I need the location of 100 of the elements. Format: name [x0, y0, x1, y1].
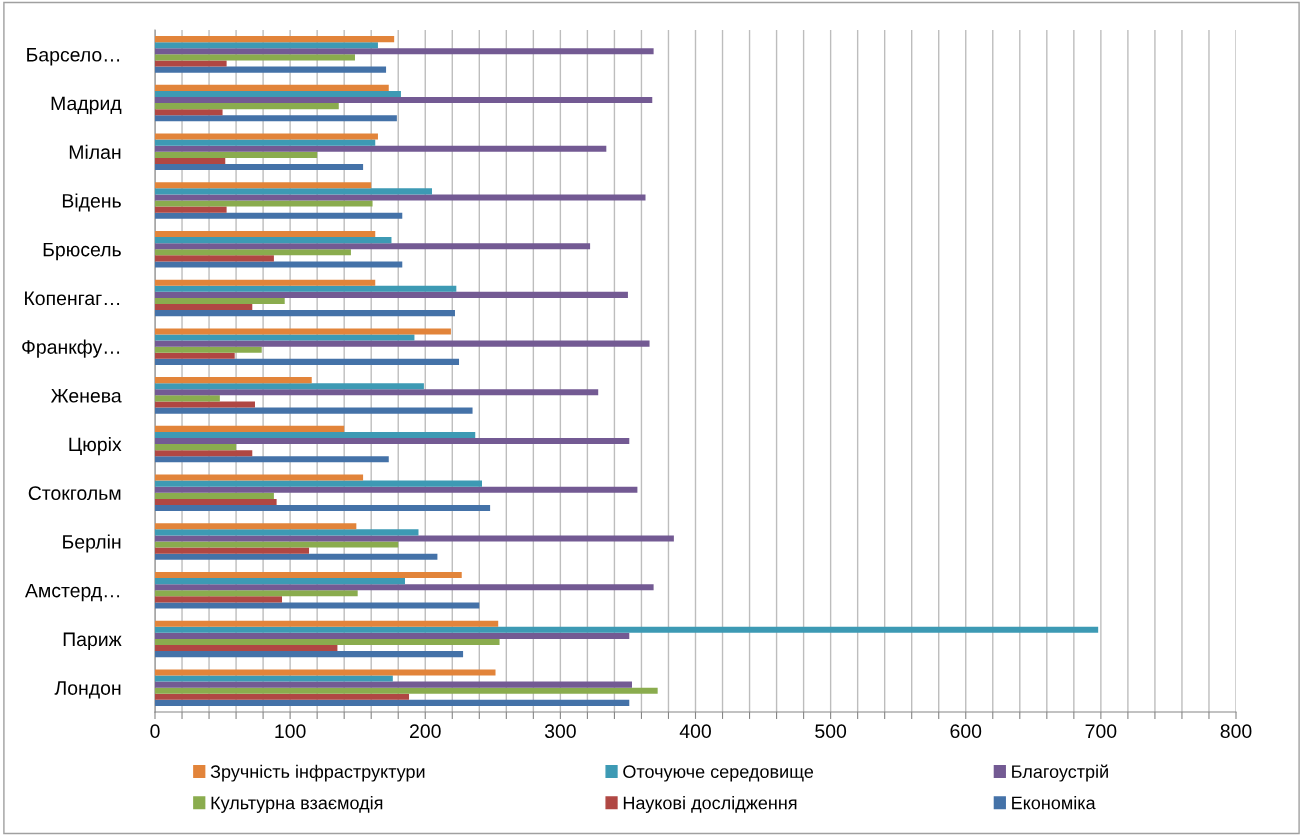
legend-label: Оточуюче середовище: [623, 765, 814, 782]
legend-label: Економіка: [1012, 796, 1096, 810]
bar: [155, 578, 405, 585]
y-tick-label: Брюсель: [43, 242, 121, 261]
bar: [155, 90, 401, 97]
bar: [155, 182, 372, 189]
bar: [155, 261, 403, 268]
legend-label: Культурна взаємодія: [211, 796, 383, 813]
bar: [155, 474, 364, 481]
legend-label: Благоустрій: [1012, 764, 1108, 782]
bar: [155, 596, 283, 603]
bar: [155, 480, 482, 487]
bar: [155, 535, 674, 542]
bar: [155, 115, 397, 122]
bar: [155, 590, 358, 597]
bar: [155, 157, 226, 164]
bar: [155, 328, 451, 335]
bar: [155, 529, 419, 536]
bar: [155, 407, 473, 414]
x-tick-label: 500: [815, 724, 847, 739]
bar: [155, 291, 628, 298]
bar: [155, 645, 338, 652]
bar: [155, 431, 476, 438]
x-tick-label: 300: [544, 724, 576, 739]
bar: [155, 103, 339, 110]
bar: [155, 669, 496, 676]
bar: [155, 243, 591, 250]
y-tick-label: Мадрид: [51, 96, 122, 115]
x-tick-label: 0: [150, 724, 160, 739]
bar: [155, 584, 654, 591]
y-tick-label: Копенгаг…: [25, 291, 120, 306]
bar: [155, 285, 457, 292]
x-tick-label: 200: [410, 724, 441, 739]
legend-label: Наукові дослідження: [623, 796, 797, 813]
bar: [155, 237, 392, 244]
bar: [155, 620, 499, 627]
bar: [155, 498, 277, 505]
bar: [155, 109, 223, 116]
bar: [155, 200, 373, 207]
y-tick-label: Цюріх: [69, 437, 122, 456]
bar: [155, 571, 462, 579]
bar: [155, 681, 632, 688]
bar: [155, 279, 376, 286]
y-tick-label: Франкфу…: [22, 339, 120, 358]
bar: [155, 541, 399, 548]
bar: [155, 151, 318, 158]
bar: [155, 687, 658, 694]
bar: [155, 133, 378, 140]
bar: [155, 389, 599, 396]
bar: [155, 36, 395, 43]
bar: [155, 626, 1099, 633]
x-tick-label: 100: [275, 724, 306, 739]
bar: [155, 145, 607, 152]
bar: [155, 188, 433, 195]
y-tick-label: Амстерд…: [24, 583, 120, 602]
bar: [155, 638, 500, 646]
legend-label: Зручність інфраструктури: [210, 764, 425, 782]
y-tick-label: Лондон: [54, 681, 121, 699]
bar: [155, 255, 274, 262]
bar: [155, 675, 393, 682]
bar: [155, 401, 255, 408]
y-tick-label: Париж: [63, 632, 122, 651]
bar: [155, 699, 630, 706]
x-tick-label: 400: [679, 724, 711, 739]
bar: [155, 212, 403, 219]
y-tick-label: Берлін: [63, 534, 121, 553]
bar: [155, 553, 438, 560]
bar: [155, 352, 235, 359]
bar: [155, 492, 274, 499]
bar: [155, 651, 464, 658]
bar: [155, 297, 285, 305]
bar: [155, 377, 312, 384]
bar: [155, 358, 460, 365]
bar: [155, 693, 410, 700]
bar: [155, 42, 378, 49]
bar: [155, 310, 455, 317]
x-tick-label: 700: [1085, 724, 1117, 739]
bar: [155, 163, 364, 171]
y-tick-label: Женева: [50, 389, 122, 403]
bar: [155, 632, 630, 639]
y-tick-label: Стокгольм: [28, 486, 121, 501]
bar: [155, 437, 630, 445]
bar: [155, 304, 253, 311]
x-tick-label: 600: [950, 724, 982, 739]
bar: [155, 395, 220, 402]
y-tick-label: Барсело…: [27, 48, 120, 66]
bar: [155, 194, 646, 201]
bar: [155, 96, 653, 104]
bar: [155, 84, 389, 91]
bar: [155, 523, 357, 530]
bar: [155, 456, 389, 463]
bar: [155, 504, 491, 512]
bar: [155, 547, 310, 554]
bar: [155, 486, 638, 493]
y-tick-label: Мілан: [69, 144, 121, 160]
bar: [155, 206, 227, 213]
bar: [155, 346, 262, 353]
bar: [155, 340, 650, 347]
bar: [155, 139, 376, 146]
bar: [155, 230, 376, 238]
